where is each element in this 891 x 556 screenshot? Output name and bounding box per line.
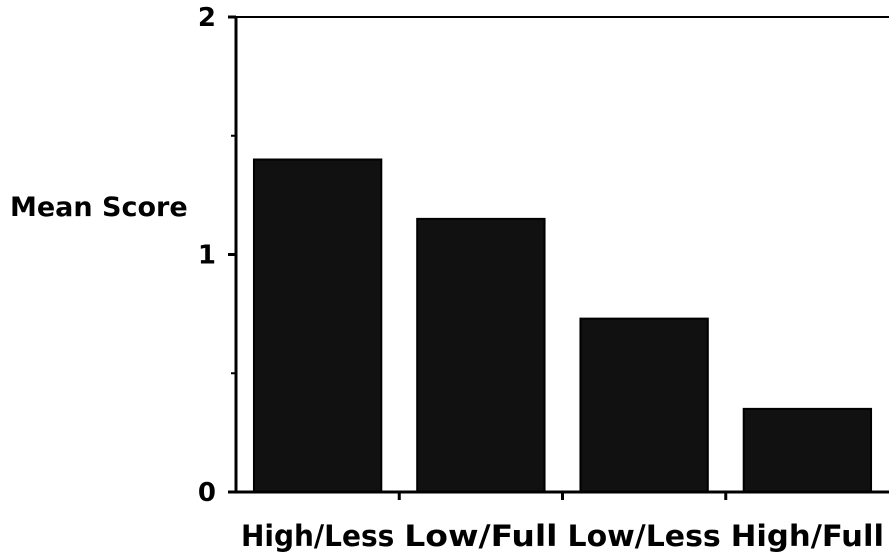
labels: Mean Score High/Less Low/Full Low/Less High…	[10, 192, 884, 553]
x-category-label: High/Full	[731, 519, 884, 553]
y-tick-label: 1	[198, 241, 216, 271]
y-tick-label: 0	[198, 478, 216, 508]
y-axis-ticks: 0 1 2	[198, 3, 236, 508]
y-tick-label: 2	[198, 3, 216, 33]
bar-high-full	[742, 407, 873, 493]
bars	[252, 158, 873, 493]
y-axis-title: Mean Score	[10, 192, 188, 223]
x-axis-ticks	[397, 492, 728, 500]
bar-low-less	[579, 317, 709, 493]
x-category-label: Low/Less	[568, 519, 721, 553]
bar-high-less	[252, 158, 383, 493]
x-category-label: High/Less	[241, 519, 394, 553]
x-category-label: Low/Full	[404, 519, 557, 553]
bar-low-full	[416, 217, 546, 493]
